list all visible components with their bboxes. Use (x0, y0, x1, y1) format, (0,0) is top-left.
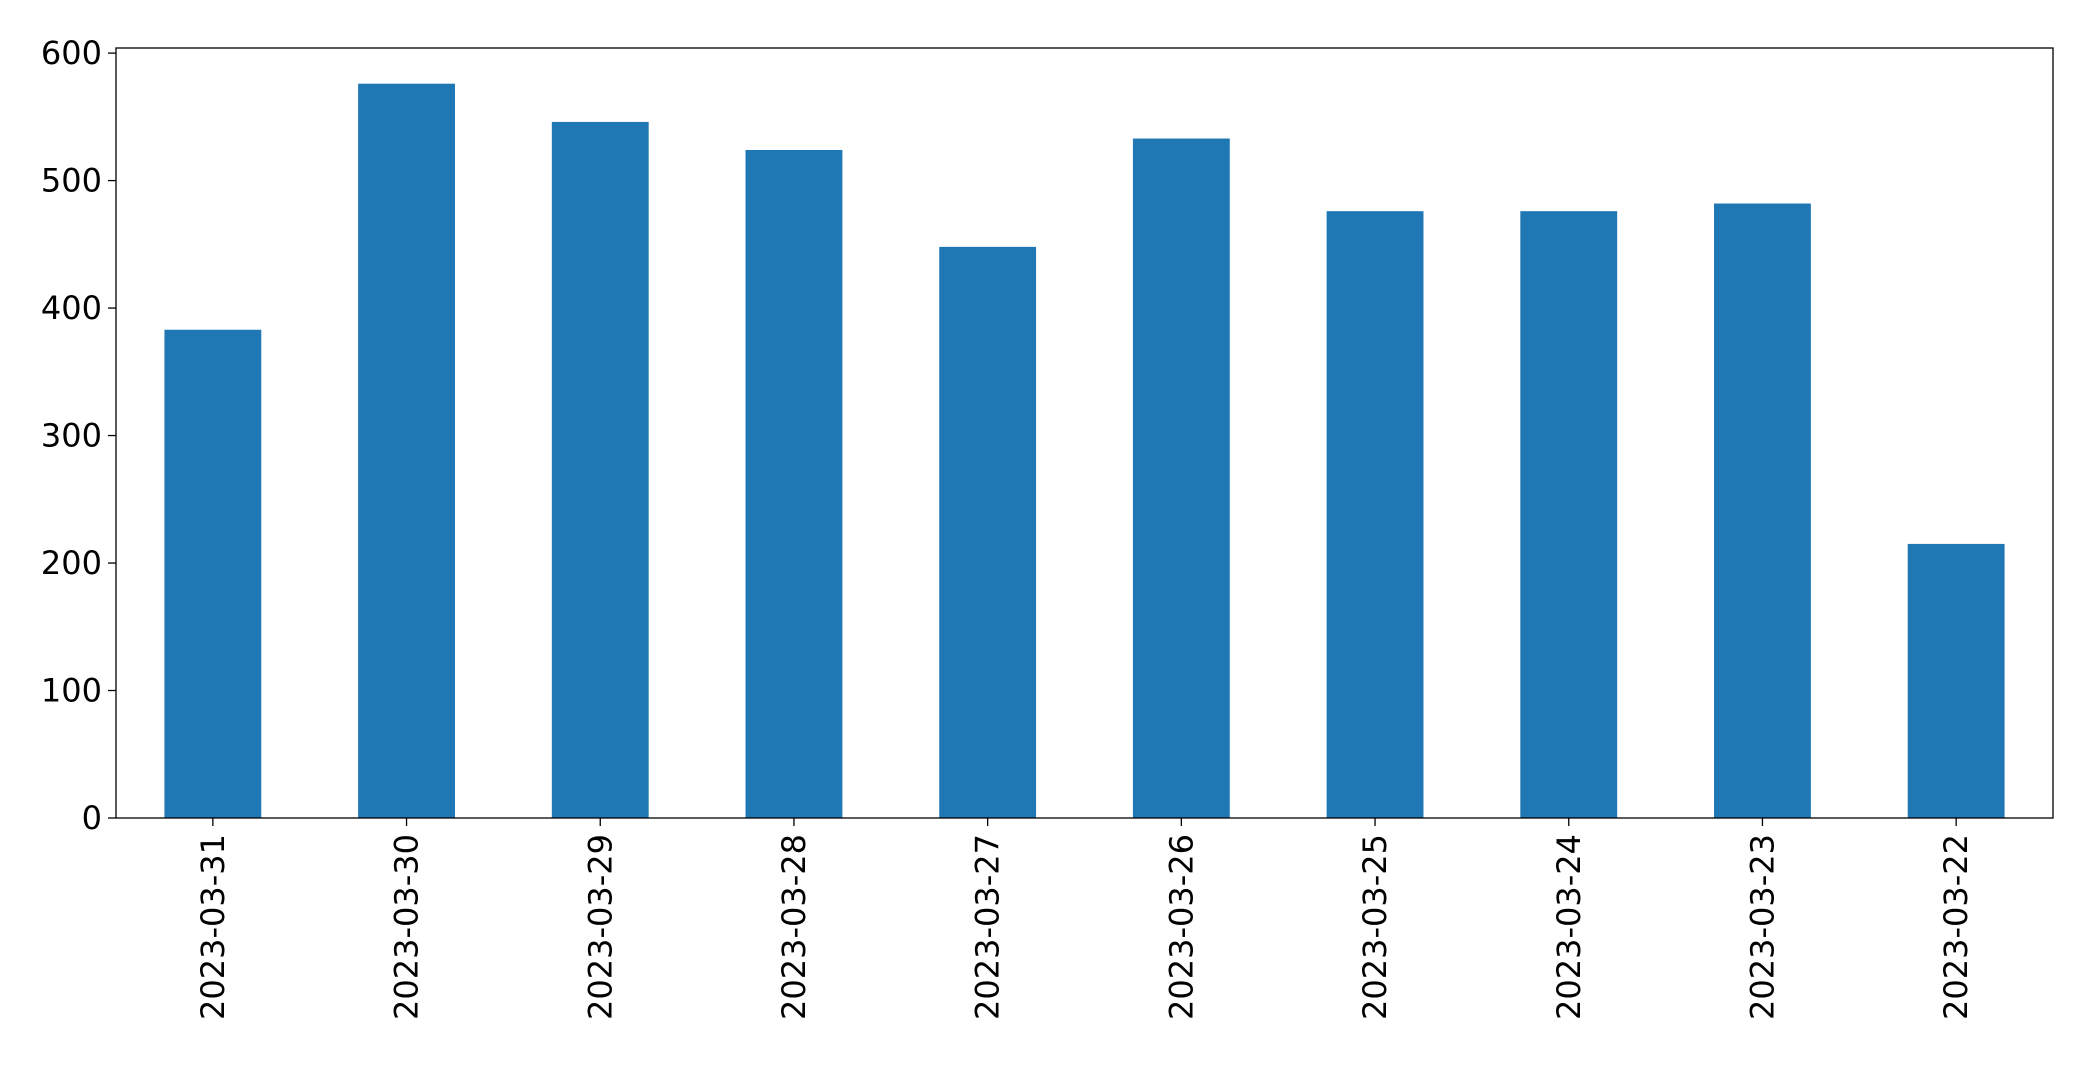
x-tick-label: 2023-03-24 (1550, 834, 1588, 1020)
y-tick-label: 500 (41, 162, 102, 200)
y-tick-label: 600 (41, 34, 102, 72)
x-tick-label: 2023-03-23 (1743, 834, 1781, 1020)
bar (358, 83, 455, 818)
x-tick-label: 2023-03-27 (969, 834, 1007, 1020)
bar (939, 246, 1037, 819)
x-tick-label: 2023-03-25 (1356, 834, 1394, 1020)
x-tick-label: 2023-03-31 (194, 834, 232, 1020)
bar (745, 149, 843, 818)
plot-frame (115, 47, 2054, 819)
bar (164, 329, 262, 818)
y-tick-label: 100 (41, 672, 102, 710)
bar (1520, 211, 1618, 818)
y-tick-label: 400 (41, 289, 102, 327)
bar (1132, 138, 1230, 818)
y-tick-label: 0 (82, 799, 102, 837)
bar (1714, 203, 1811, 819)
x-tick-label: 2023-03-28 (775, 834, 813, 1020)
bar (551, 121, 649, 818)
bar (1326, 211, 1424, 818)
x-tick-label: 2023-03-30 (388, 834, 426, 1020)
x-tick-label: 2023-03-22 (1937, 834, 1975, 1020)
y-tick-label: 300 (41, 417, 102, 455)
bar (1907, 543, 2005, 818)
x-tick-label: 2023-03-26 (1162, 834, 1200, 1020)
x-tick-label: 2023-03-29 (581, 834, 619, 1020)
y-tick-label: 200 (41, 544, 102, 582)
